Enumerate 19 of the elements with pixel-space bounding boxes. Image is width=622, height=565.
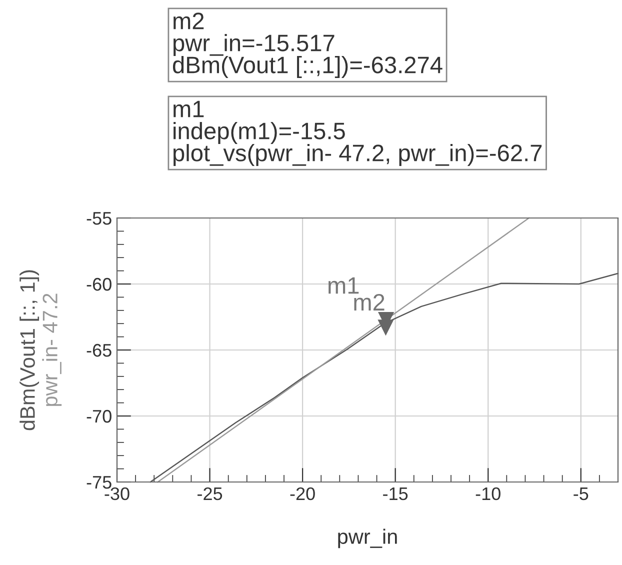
text: pwr_in- 47.2 xyxy=(42,294,62,406)
text: m1 indep(m1)=-15.5 plot_vs(pwr_in- 47.2, pwr_in)=-62.7 xyxy=(174,100,542,166)
x-axis-title: pwr_in xyxy=(338,528,397,548)
y-tick-label: -75 xyxy=(86,476,112,489)
y-tick-label: -55 xyxy=(86,212,112,225)
y-tick-label: -60 xyxy=(86,278,112,291)
annotation: m1 xyxy=(328,277,359,294)
annotation: m2 xyxy=(354,294,384,310)
x-tick-label: -5 xyxy=(574,488,588,500)
x-tick-label: -25 xyxy=(198,487,222,500)
x-tick-label: -30 xyxy=(104,487,130,500)
x-tick-label: -10 xyxy=(476,487,500,500)
y-tick-label: -70 xyxy=(86,410,112,423)
y-tick-label: -65 xyxy=(86,344,112,357)
x-tick-label: -20 xyxy=(290,487,315,500)
x-tick-label: -15 xyxy=(383,488,408,500)
line-series xyxy=(150,272,619,483)
text: m2 pwr_in=-15.517 dBm(Vout1 [::,1])=-63.274 xyxy=(172,12,442,78)
text: dBm(Vout1 [::, 1]) xyxy=(20,270,40,430)
